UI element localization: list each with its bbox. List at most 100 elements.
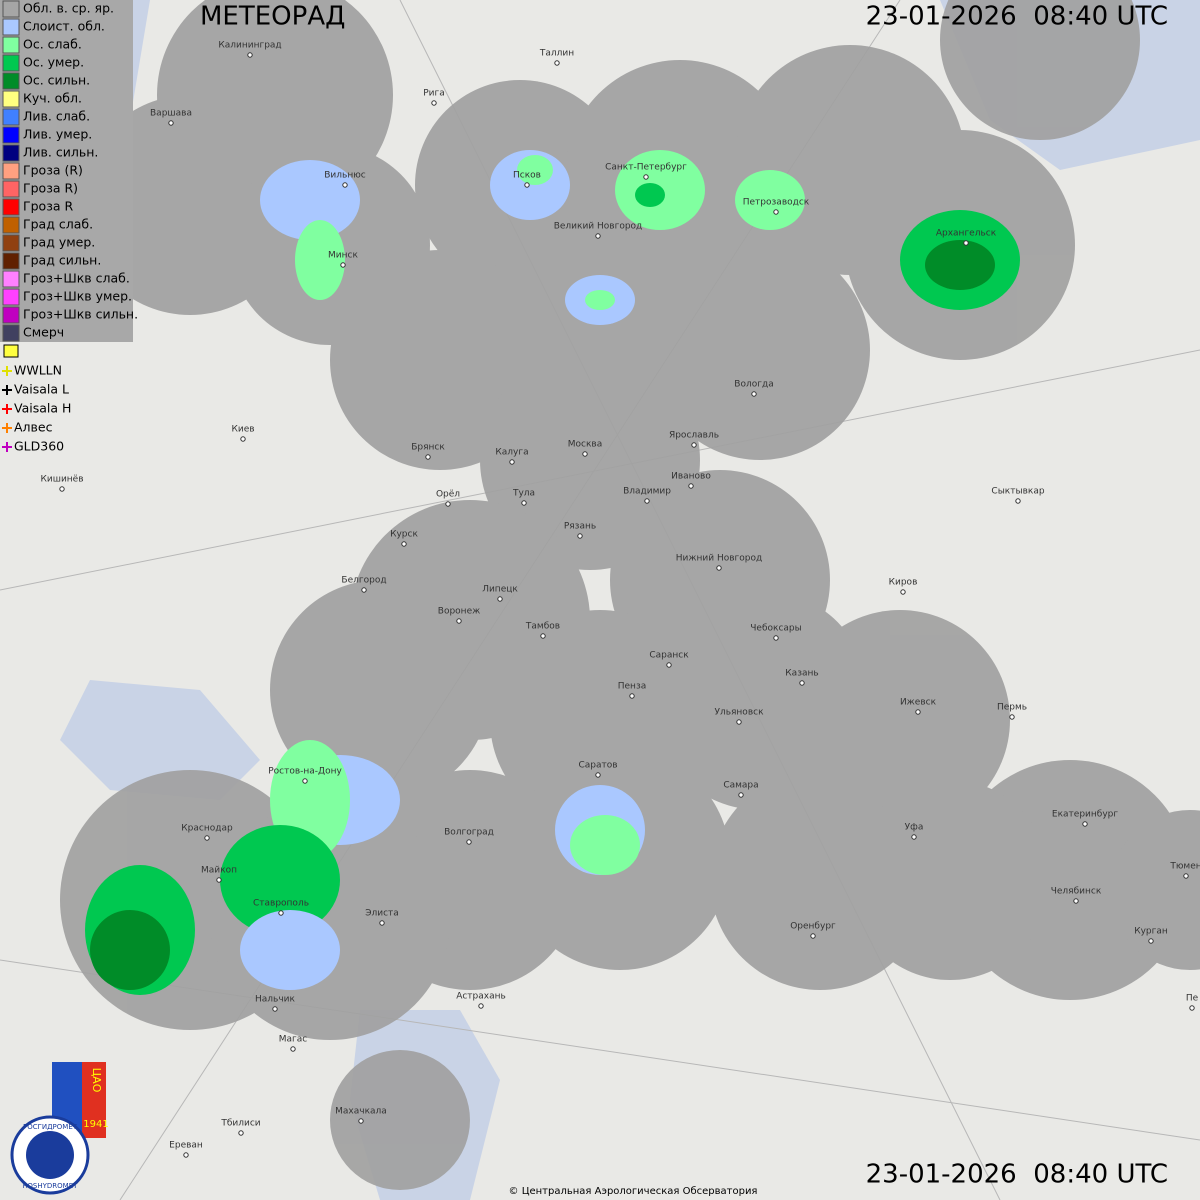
city-label: Киров (889, 578, 918, 588)
city-dot (478, 1003, 484, 1009)
year-label: 1941 (83, 1119, 108, 1130)
city-dot (425, 454, 431, 460)
legend-swatch (2, 306, 20, 324)
city-dot (900, 589, 906, 595)
city-dot (1009, 714, 1015, 720)
city-dot (736, 719, 742, 725)
city-label: Белгород (341, 576, 386, 586)
city-dot (644, 498, 650, 504)
city-dot (577, 533, 583, 539)
city-label: Тамбов (525, 622, 560, 632)
legend-swatch (2, 180, 20, 198)
city-label: Ростов-на-Дону (268, 767, 342, 777)
legend-swatch (2, 216, 20, 234)
city-label: Минск (328, 251, 358, 261)
city-dot (524, 182, 530, 188)
city-label: Курган (1134, 927, 1168, 937)
city-label: Калуга (495, 448, 528, 458)
legend-label: Лив. сильн. (23, 145, 98, 160)
city-dot (361, 587, 367, 593)
radar-circle (650, 240, 870, 460)
city-dot (799, 680, 805, 686)
legend-swatch (2, 72, 20, 90)
city-dot (716, 565, 722, 571)
city-dot (204, 835, 210, 841)
city-dot (1073, 898, 1079, 904)
city-dot (497, 596, 503, 602)
legend-label: Ос. умер. (23, 55, 84, 70)
city-dot (773, 635, 779, 641)
city-label: Москва (568, 440, 602, 450)
city-label: Варшава (150, 109, 192, 119)
city-label: Ярославль (669, 431, 719, 441)
city-dot (445, 501, 451, 507)
city-labels: Калининград Таллин Рига Варшава Вильнюс Псков… (40, 41, 1200, 1158)
city-label: Саратов (578, 761, 617, 771)
city-dot (554, 60, 560, 66)
city-dot (302, 778, 308, 784)
city-label: Рига (423, 89, 445, 99)
city-dot (272, 1006, 278, 1012)
city-label: Таллин (539, 49, 574, 59)
city-label: Архангельск (936, 229, 997, 239)
timestamp-bottom: 23-01-2026 08:40 UTC (866, 1160, 1168, 1190)
city-dot (521, 500, 527, 506)
legend-swatch (2, 144, 20, 162)
city-dot (358, 1118, 364, 1124)
city-label: Нижний Новгород (676, 554, 762, 564)
city-dot (401, 541, 407, 547)
legend-label: Лив. слаб. (23, 109, 90, 124)
city-label: Чебоксары (750, 624, 801, 634)
city-dot (240, 436, 246, 442)
city-dot (1189, 1005, 1195, 1011)
city-dot (540, 633, 546, 639)
legend-swatch (2, 162, 20, 180)
legend-label: Слоист. обл. (23, 19, 105, 34)
city-label: Курск (390, 530, 418, 540)
legend-label: Град умер. (23, 235, 95, 250)
city-dot (691, 442, 697, 448)
city-dot (59, 486, 65, 492)
city-label: Липецк (482, 585, 518, 595)
city-label: Вильнюс (324, 171, 366, 181)
legend-swatch (2, 0, 20, 18)
city-label: Санкт-Петербург (605, 163, 687, 173)
city-dot (595, 772, 601, 778)
city-dot (168, 120, 174, 126)
legend-swatch (2, 252, 20, 270)
city-dot (629, 693, 635, 699)
legend-swatch (2, 54, 20, 72)
logo-ru: РОСГИДРОМЕТ (23, 1123, 78, 1131)
precipitation (85, 150, 1020, 995)
legend-label: Смерч (23, 325, 64, 340)
city-dot (688, 483, 694, 489)
city-dot (911, 834, 917, 840)
city-dot (915, 709, 921, 715)
lightning-label: Vaisala L (14, 382, 69, 397)
city-label: Великий Новгород (554, 222, 643, 232)
city-dot (342, 182, 348, 188)
city-dot (238, 1130, 244, 1136)
city-label: Кишинёв (40, 475, 83, 485)
lightning-label: WWLLN (14, 363, 62, 378)
city-label: Элиста (365, 909, 399, 919)
city-dot (582, 451, 588, 457)
lightning-icon (2, 385, 12, 395)
city-label: Ереван (169, 1141, 203, 1151)
city-dot (431, 100, 437, 106)
city-label: Пе (1186, 994, 1199, 1004)
legend-swatch (2, 288, 20, 306)
radar-circle (330, 1050, 470, 1190)
lightning-icon (2, 423, 12, 433)
city-dot (456, 618, 462, 624)
city-label: Майкоп (201, 866, 237, 876)
legend-box (0, 0, 133, 342)
city-label: Астрахань (456, 992, 506, 1002)
lightning-label: Алвес (14, 420, 53, 435)
city-label: Пермь (997, 703, 1027, 713)
city-dot (963, 240, 969, 246)
city-dot (1015, 498, 1021, 504)
lightning-icon (2, 442, 12, 452)
legend-label: Гроз+Шкв умер. (23, 289, 132, 304)
city-dot (810, 933, 816, 939)
